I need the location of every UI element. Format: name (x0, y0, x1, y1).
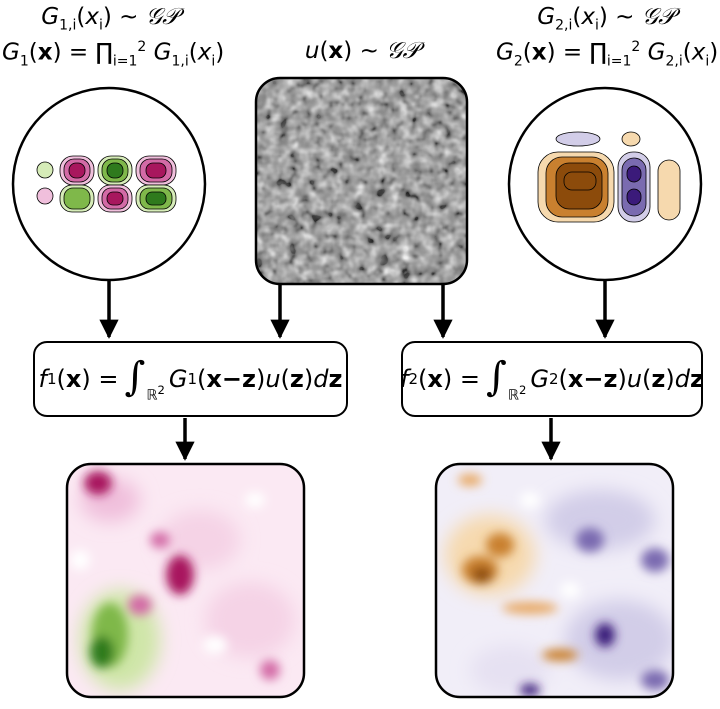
g2-definition-label: G2(x) = ∏i=12 G2,i(xi) (496, 39, 719, 70)
f2-field-square (434, 462, 675, 699)
g1-prior-label: G1,i(xi) ∼ 𝒢𝒫 (41, 4, 179, 34)
f1-convolution-box: f 1(x) = ∫ ℝ2 G 1(x−z) u(z) d z (33, 341, 348, 417)
f1-field-square (65, 462, 306, 699)
g2-kernel-circle (507, 86, 703, 282)
g1-definition-label: G1(x) = ∏i=12 G1,i(xi) (2, 39, 225, 70)
u-prior-label: u(x) ∼ 𝒢𝒫 (304, 38, 420, 64)
arrows (99, 280, 615, 461)
g2-prior-label: G2,i(xi) ∼ 𝒢𝒫 (537, 4, 675, 34)
white-noise-square (254, 76, 469, 286)
f2-convolution-box: f 2(x) = ∫ ℝ2 G 2(x−z) u(z) d z (400, 341, 704, 417)
g1-kernel-circle (11, 86, 207, 282)
